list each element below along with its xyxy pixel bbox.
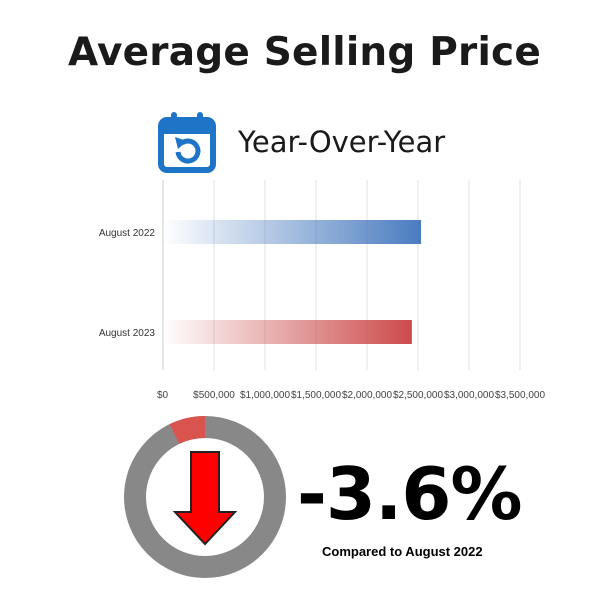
- subtitle-row: Year-Over-Year: [158, 110, 445, 174]
- category-label: August 2023: [99, 328, 156, 339]
- calendar-refresh-icon: [158, 112, 216, 173]
- bar-chart: August 2022 August 2023 $0 $500,000 $1,000,…: [99, 180, 545, 401]
- donut-change-segment: [169, 416, 206, 445]
- page-title: Average Selling Price: [68, 30, 542, 75]
- bar-august-2022: [163, 220, 422, 244]
- x-tick-label: $3,000,000: [444, 390, 494, 401]
- change-percentage: -3.6%: [297, 452, 523, 536]
- x-tick-label: $1,500,000: [291, 390, 341, 401]
- x-tick-label: $500,000: [193, 390, 235, 401]
- x-tick-label: $0: [157, 390, 169, 401]
- x-tick-label: $2,000,000: [342, 390, 392, 401]
- bar-august-2023: [163, 320, 412, 344]
- change-donut: [124, 416, 286, 578]
- comparison-caption: Compared to August 2022: [322, 544, 483, 559]
- x-tick-label: $1,000,000: [240, 390, 290, 401]
- arrow-down-icon: [172, 451, 238, 546]
- category-label: August 2022: [99, 228, 156, 239]
- x-tick-label: $2,500,000: [393, 390, 443, 401]
- x-tick-label: $3,500,000: [495, 390, 545, 401]
- chart-subtitle: Year-Over-Year: [238, 125, 446, 159]
